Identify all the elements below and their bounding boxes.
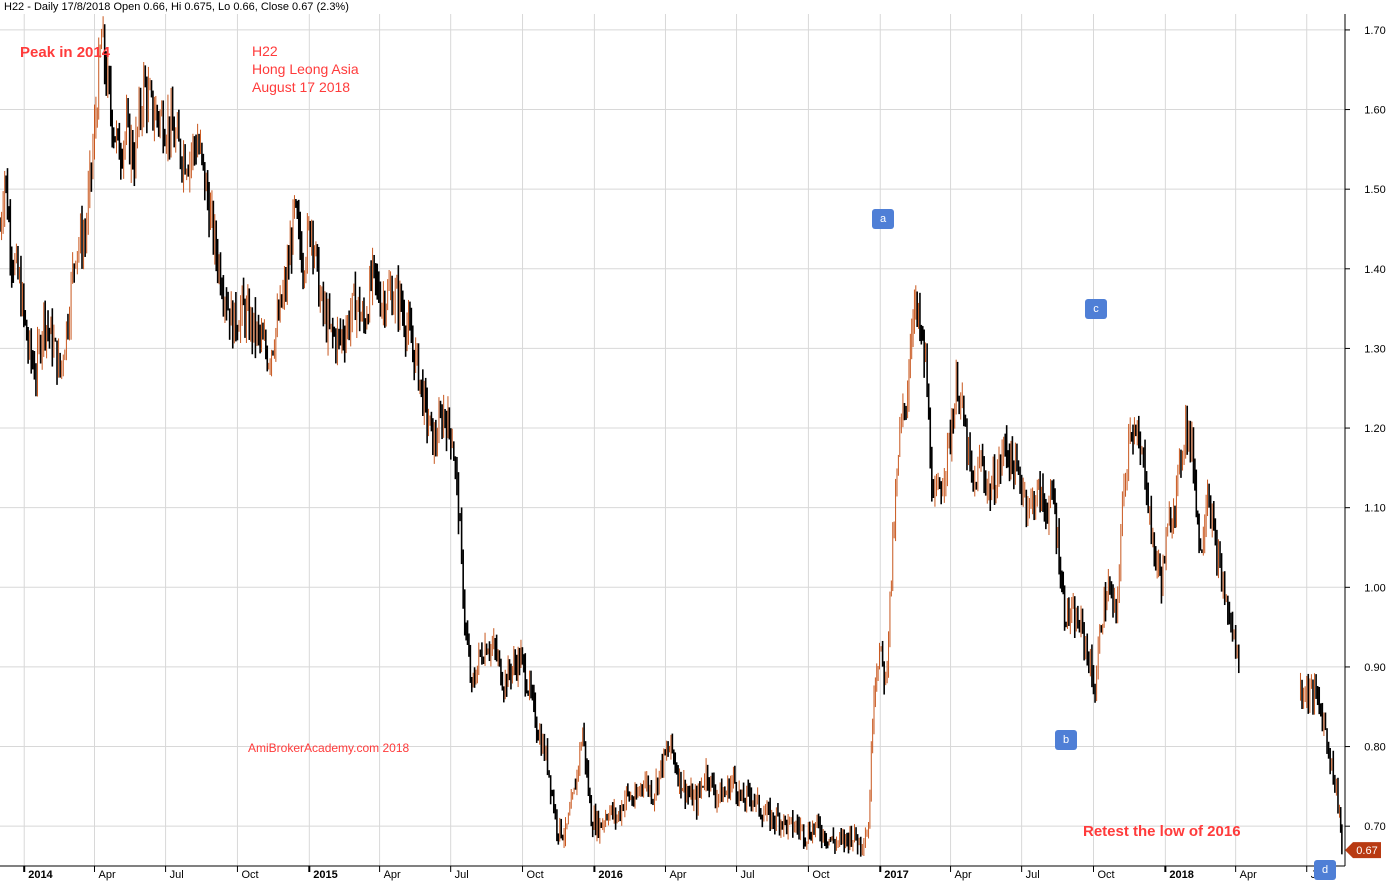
y-tick-label: 1.50 [1364,184,1385,196]
retest-annotation: Retest the low of 2016 [1083,823,1241,840]
wave-label-b: b [1055,730,1077,750]
chart-title: H22 - Daily 17/8/2018 Open 0.66, Hi 0.67… [4,1,349,13]
x-tick-label: Apr [955,869,972,881]
y-tick-label: 1.40 [1364,264,1385,276]
x-tick-label: 2016 [598,869,622,881]
y-tick-label: 1.20 [1364,423,1385,435]
x-tick-label: Oct [812,869,829,881]
x-tick-label: 2015 [313,869,337,881]
y-tick-label: 1.30 [1364,343,1385,355]
x-axis: 2014 Apr Jul Oct 2015 Apr Jul Oct 2016 Apr Jul Oct 2… [0,865,1345,881]
ticker-annotation: H22 Hong Leong Asia August 17 2018 [252,42,359,96]
y-tick-label: 1.70 [1364,25,1385,37]
y-tick-label: 1.00 [1364,582,1385,594]
price-bars [0,16,1343,857]
y-tick-label: 0.90 [1364,662,1385,674]
x-tick-label: 2017 [884,869,908,881]
x-tick-label: Apr [99,869,116,881]
last-price-tag-label: 0.67 [1356,845,1377,857]
x-tick-label: 2018 [1169,869,1193,881]
x-tick-label: Jul [1026,869,1040,881]
company-label: Hong Leong Asia [252,61,359,77]
y-tick-label: 1.10 [1364,503,1385,515]
x-tick-label: Oct [241,869,258,881]
y-tick-label: 0.70 [1364,821,1385,833]
watermark-text: AmiBrokerAcademy.com 2018 [248,741,410,755]
x-tick-label: 2014 [28,869,53,881]
x-tick-label: Jul [170,869,184,881]
last-price-tag-shape [1345,842,1381,859]
last-price-tag: 0.67 [1345,842,1381,859]
date-label: August 17 2018 [252,79,351,95]
x-tick-label: Jul [455,869,469,881]
y-tick-label: 0.80 [1364,742,1385,754]
wave-label-d: d [1314,860,1336,880]
x-tick-label: Oct [527,869,544,881]
x-tick-label: Apr [384,869,401,881]
x-tick-label: Apr [669,869,686,881]
x-tick-label: Apr [1240,869,1257,881]
y-tick-label: 1.60 [1364,105,1385,117]
y-axis: 0.70 0.80 0.90 1.00 1.10 1.20 1.30 1.40 1.50 1.60… [1344,14,1386,866]
wave-label-c: c [1085,299,1107,319]
wave-label-a: a [872,209,894,229]
ticker-label: H22 [252,43,278,59]
peak-annotation: Peak in 2014 [20,44,111,61]
x-tick-label: Jul [741,869,755,881]
x-tick-label: Oct [1097,869,1114,881]
